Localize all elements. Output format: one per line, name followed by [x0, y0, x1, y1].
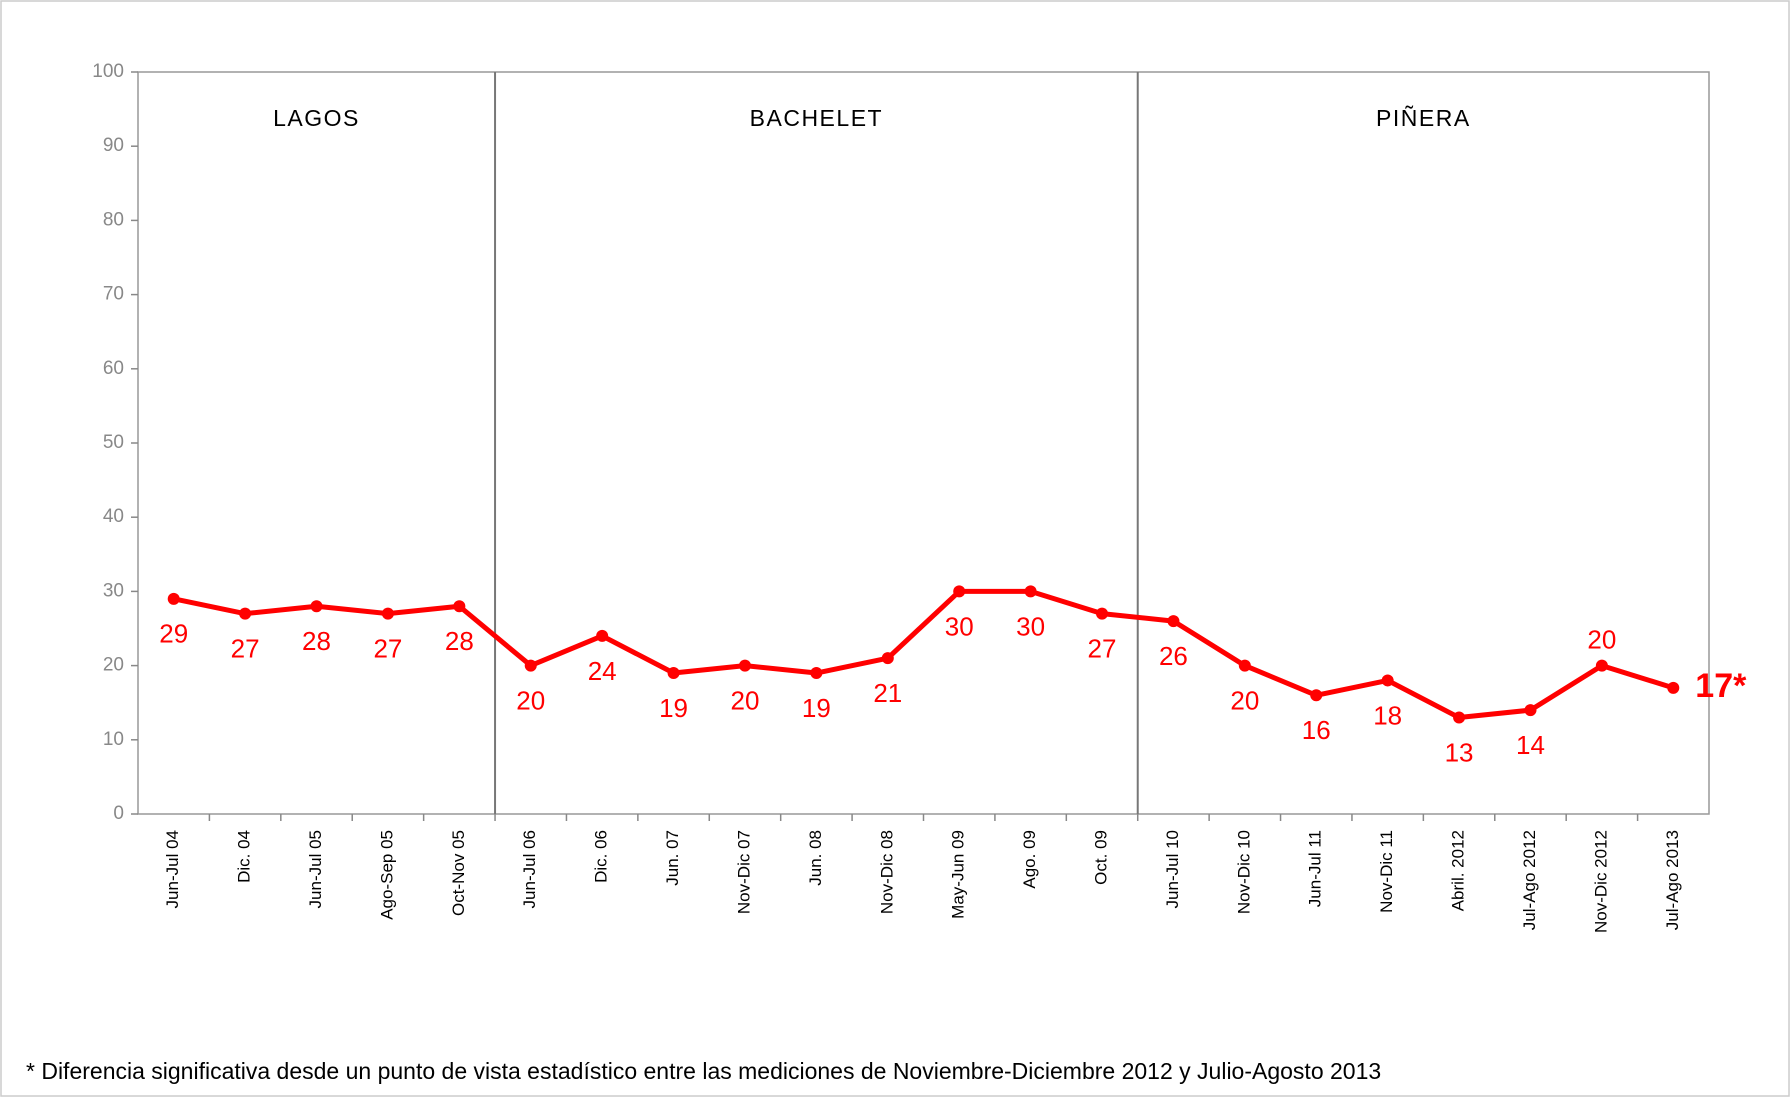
y-tick-label: 90	[103, 135, 124, 156]
y-tick-label: 100	[92, 61, 124, 82]
y-tick-label: 40	[103, 506, 124, 527]
x-tick-label: Dic. 06	[592, 830, 611, 883]
data-label: 28	[445, 626, 474, 656]
data-label: 17*	[1695, 667, 1747, 705]
marker	[1524, 704, 1537, 717]
data-label: 24	[588, 656, 617, 686]
x-tick-label: Ago-Sep 05	[377, 830, 396, 920]
data-label: 19	[659, 693, 688, 723]
marker	[1381, 674, 1394, 687]
data-label: 30	[945, 611, 974, 641]
marker	[1595, 659, 1608, 672]
marker	[810, 667, 823, 680]
data-label: 27	[231, 634, 260, 664]
y-tick-label: 80	[103, 209, 124, 230]
data-label: 27	[373, 634, 402, 664]
marker	[524, 659, 537, 672]
y-tick-label: 10	[103, 729, 124, 750]
x-tick-label: Ago. 09	[1020, 830, 1039, 889]
y-tick-label: 60	[103, 358, 124, 379]
data-label: 21	[873, 678, 902, 708]
x-tick-label: Jul-Ago 2013	[1663, 830, 1682, 930]
x-tick-label: Jul-Ago 2012	[1520, 830, 1539, 930]
footnote: * Diferencia significativa desde un punt…	[26, 1058, 1381, 1084]
marker	[738, 659, 751, 672]
marker	[1453, 711, 1466, 724]
x-tick-label: Dic. 04	[235, 830, 254, 883]
x-tick-label: Jun-Jul 10	[1163, 830, 1182, 908]
data-label: 13	[1445, 737, 1474, 767]
marker	[1238, 659, 1251, 672]
data-label: 20	[731, 685, 760, 715]
marker	[1667, 681, 1680, 694]
period-label: BACHELET	[750, 105, 883, 131]
data-label: 30	[1016, 611, 1045, 641]
data-label: 20	[1587, 624, 1616, 654]
y-tick-label: 70	[103, 284, 124, 305]
x-tick-label: Nov-Dic 10	[1234, 830, 1253, 914]
marker	[239, 607, 252, 620]
x-tick-label: Jun. 07	[663, 830, 682, 886]
x-tick-label: Nov-Dic 07	[734, 830, 753, 914]
data-label: 19	[802, 693, 831, 723]
x-tick-label: Oct. 09	[1092, 830, 1111, 885]
x-tick-label: Jun-Jul 06	[520, 830, 539, 908]
marker	[881, 652, 894, 665]
marker	[453, 600, 466, 613]
period-label: LAGOS	[273, 105, 360, 131]
x-tick-label: Oct-Nov 05	[449, 830, 468, 916]
data-label: 18	[1373, 700, 1402, 730]
data-label: 28	[302, 626, 331, 656]
data-label: 20	[1230, 685, 1259, 715]
marker	[667, 667, 680, 680]
marker	[953, 585, 966, 598]
y-tick-label: 50	[103, 432, 124, 453]
x-tick-label: May-Jun 09	[949, 830, 968, 919]
marker	[1310, 689, 1323, 702]
x-tick-label: Jun-Jul 04	[163, 830, 182, 908]
data-label: 27	[1088, 634, 1117, 664]
line	[173, 588, 1675, 721]
marker	[167, 592, 180, 605]
x-tick-label: Abril. 2012	[1449, 830, 1468, 911]
marker	[1167, 615, 1180, 628]
x-tick-label: Nov-Dic 08	[877, 830, 896, 914]
data-label: 26	[1159, 641, 1188, 671]
data-label: 20	[516, 685, 545, 715]
x-tick-label: Jun-Jul 11	[1306, 830, 1325, 907]
marker	[310, 600, 323, 613]
x-tick-label: Jun. 08	[806, 830, 825, 886]
marker	[596, 629, 609, 642]
x-tick-label: Nov-Dic 2012	[1591, 830, 1610, 933]
period-label: PIÑERA	[1376, 105, 1471, 131]
data-label: 29	[159, 619, 188, 649]
marker	[1024, 585, 1037, 598]
y-tick-label: 20	[103, 655, 124, 676]
marker	[381, 607, 394, 620]
x-tick-label: Nov-Dic 11	[1377, 830, 1396, 913]
data-label: 16	[1302, 715, 1331, 745]
x-tick-label: Jun-Jul 05	[306, 830, 325, 908]
marker	[1096, 607, 1109, 620]
y-tick-label: 0	[113, 803, 124, 824]
data-label: 14	[1516, 730, 1545, 760]
y-tick-label: 30	[103, 580, 124, 601]
